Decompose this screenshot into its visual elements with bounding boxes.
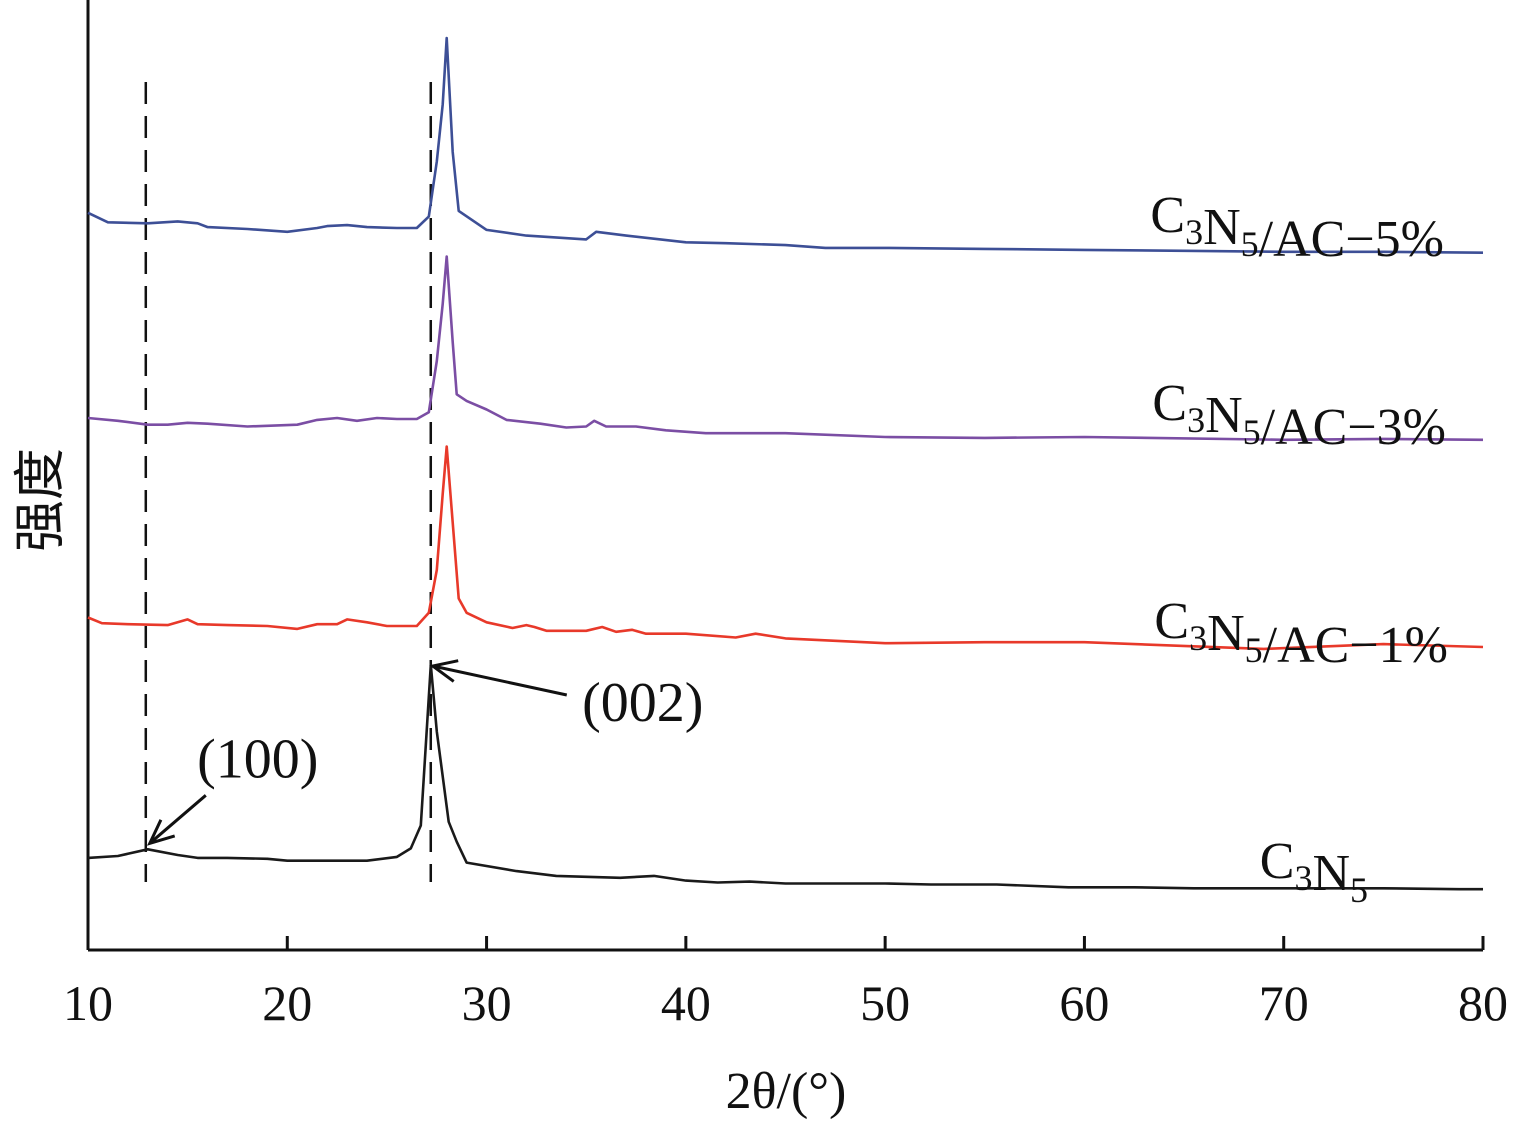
series-label-text: /AC−3% — [1261, 399, 1446, 456]
annotation-100: (100) — [197, 728, 318, 790]
annotations: (100) (002) — [146, 659, 703, 846]
series-label: C3N5 — [1260, 833, 1368, 910]
axes — [86, 0, 1483, 952]
series-label-text: N — [1207, 605, 1245, 662]
series-label-subscript: 5 — [1245, 630, 1263, 670]
arrow-100-shaft — [148, 794, 207, 845]
x-axis-title: 2θ/(°) — [726, 1063, 847, 1120]
series-label: C3N5/AC−3% — [1152, 375, 1446, 456]
series-line — [87, 663, 1483, 891]
reference-lines — [144, 82, 433, 882]
x-tick-label: 20 — [262, 975, 312, 1031]
series-label-text: C — [1152, 375, 1187, 432]
series-label-text: /AC−1% — [1263, 617, 1448, 674]
series-label-subscript: 3 — [1187, 400, 1205, 440]
series-label-text: /AC−5% — [1259, 211, 1444, 268]
x-tick-label: 60 — [1059, 975, 1109, 1031]
x-tick-label: 40 — [661, 975, 711, 1031]
series-label-subscript: 5 — [1241, 224, 1259, 264]
series-label-text: N — [1203, 199, 1241, 256]
series-group — [87, 36, 1484, 891]
x-tick-label: 30 — [462, 975, 512, 1031]
arrow-002-shaft — [432, 664, 568, 697]
x-tick-label: 80 — [1458, 975, 1508, 1031]
series-label-text: N — [1312, 845, 1350, 902]
series-label-text: N — [1205, 387, 1243, 444]
arrow-002-head — [429, 659, 459, 683]
series-line — [87, 36, 1484, 254]
x-tick-label: 50 — [860, 975, 910, 1031]
series-label-subscript: 5 — [1243, 412, 1261, 452]
series-label: C3N5/AC−5% — [1150, 187, 1444, 268]
arrow-100-head — [146, 819, 176, 846]
x-tick-label: 10 — [63, 975, 113, 1031]
series-label-text: C — [1260, 833, 1295, 890]
series-line — [87, 255, 1484, 442]
series-label-subscript: 3 — [1294, 858, 1312, 898]
series-label-subscript: 5 — [1350, 870, 1368, 910]
series-label-subscript: 3 — [1189, 618, 1207, 658]
series-label-text: C — [1150, 187, 1185, 244]
series-line — [87, 445, 1484, 651]
x-tick-label: 70 — [1259, 975, 1309, 1031]
y-axis-title: 强度 — [13, 448, 70, 552]
series-label-text: C — [1154, 593, 1189, 650]
x-ticks: 10 20 30 40 50 60 70 80 — [63, 936, 1508, 1031]
series-label-subscript: 3 — [1185, 212, 1203, 252]
annotation-002: (002) — [582, 672, 703, 734]
series-label: C3N5/AC−1% — [1154, 593, 1448, 674]
